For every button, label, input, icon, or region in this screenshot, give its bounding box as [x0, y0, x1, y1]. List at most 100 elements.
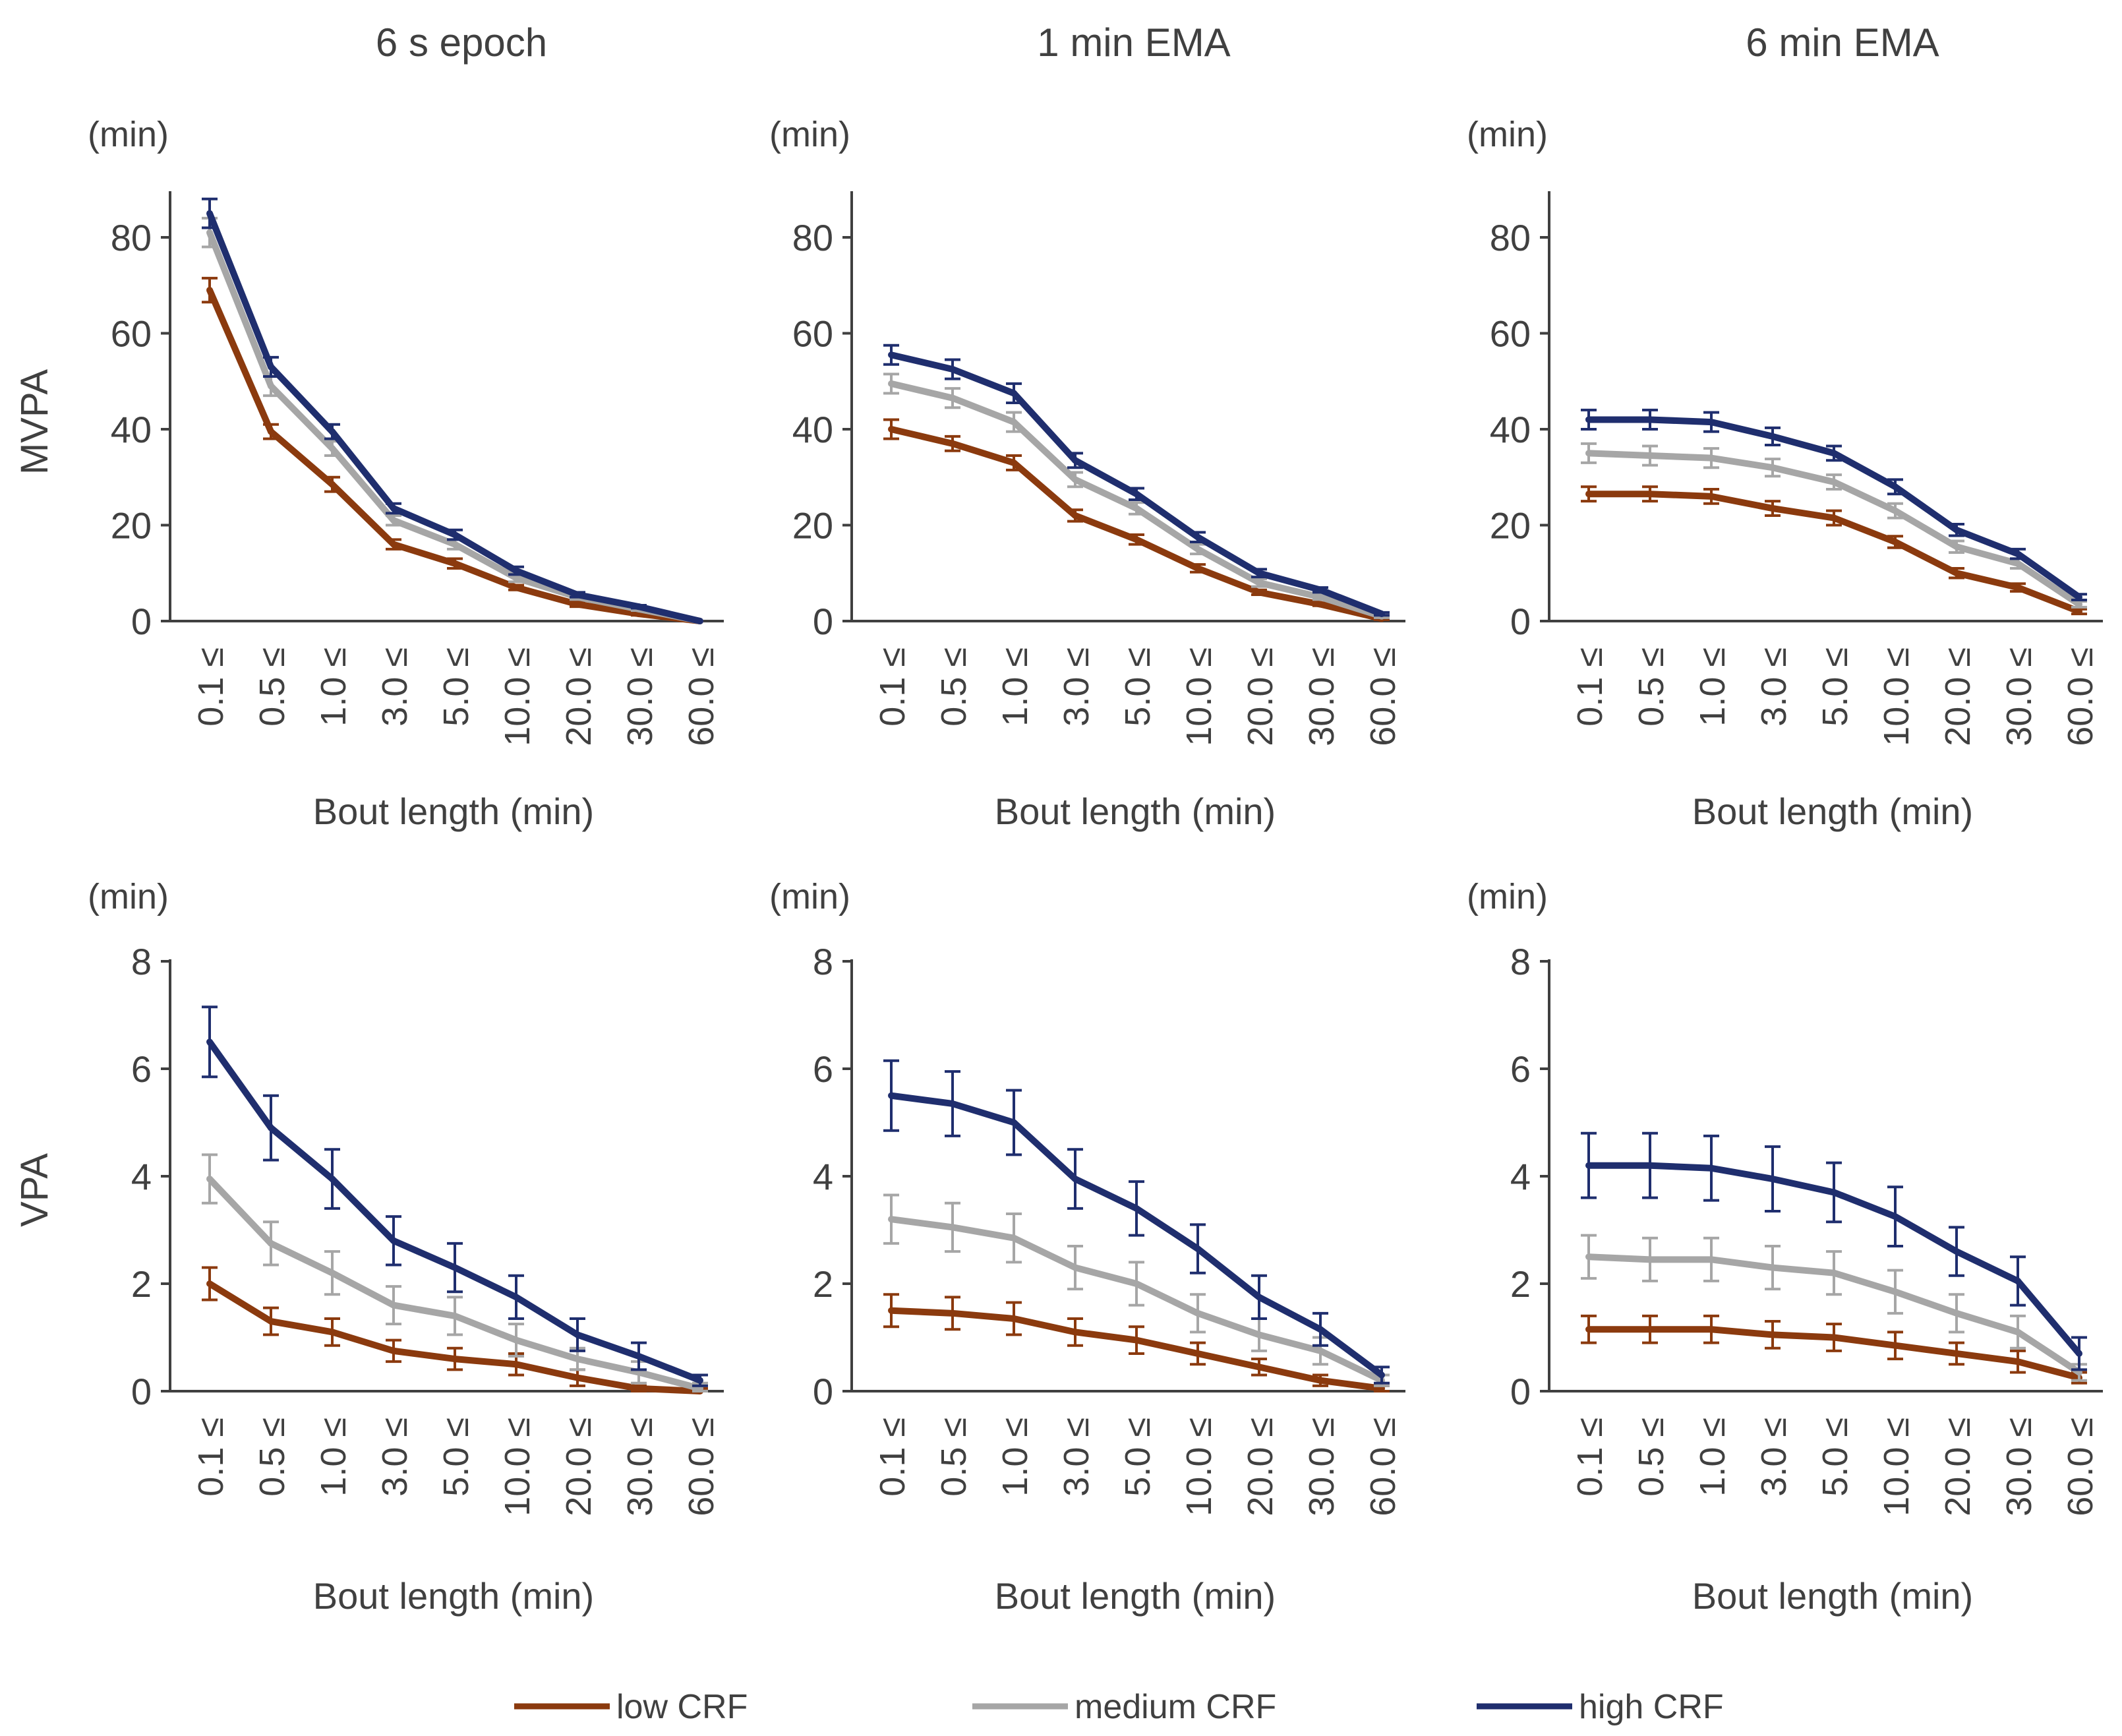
data-point [1953, 570, 1960, 577]
data-point [1769, 1331, 1776, 1338]
data-point [635, 1353, 642, 1360]
series-high [1581, 1131, 2087, 1371]
x-tick-label: 0.5 ≤ [934, 1418, 974, 1497]
x-tick-label: 60.0 ≤ [2061, 1418, 2100, 1516]
data-point [329, 1176, 336, 1183]
x-tick-label: 20.0 ≤ [1938, 647, 1978, 746]
y-tick-label: 80 [111, 217, 152, 258]
panel-mvpa-1: (min) 0 20 40 60 80 0.1 ≤ 0.5 ≤ 1.0 ≤ 3.0 ≤ 5.0 ≤ 1… [769, 115, 1405, 832]
data-point [1831, 1269, 1837, 1276]
column-title-6min-ema: 6 min EMA [1746, 20, 1939, 65]
data-point [1133, 491, 1140, 498]
data-point [1585, 1162, 1592, 1169]
x-axis-label: Bout length (min) [313, 791, 594, 832]
series-low [883, 418, 1390, 622]
data-point [513, 574, 519, 582]
y-tick-label: 40 [1490, 409, 1531, 450]
x-tick-label: 3.0 ≤ [1057, 1418, 1096, 1497]
data-point [1194, 564, 1201, 572]
x-tick-label: 3.0 ≤ [1754, 1418, 1794, 1497]
data-point [1317, 1326, 1324, 1333]
data-point [888, 426, 895, 433]
data-point [1831, 479, 1837, 486]
y-tick-label: 6 [813, 1048, 833, 1090]
data-point [513, 1336, 519, 1344]
x-tick-label: 10.0 ≤ [498, 647, 537, 746]
x-tick-label: 1.0 ≤ [314, 647, 353, 727]
data-point [268, 1240, 274, 1247]
y-tick-label: 0 [1510, 601, 1531, 642]
data-point [1133, 1336, 1140, 1344]
series-low [202, 276, 703, 624]
data-point [390, 1302, 397, 1309]
x-tick-label: 60.0 ≤ [2061, 647, 2100, 746]
y-tick-label: 20 [1490, 505, 1531, 547]
x-tick-label: 60.0 ≤ [682, 1418, 721, 1516]
series-line-high [890, 351, 1383, 617]
x-axis-label: Bout length (min) [995, 791, 1276, 832]
data-point [1708, 454, 1715, 462]
panel-vpa-1: (min) 0 2 4 6 8 0.1 ≤ 0.5 ≤ 1.0 ≤ 3.0 ≤ 5.0 ≤ 10.0 … [769, 877, 1405, 1617]
data-point [1194, 533, 1201, 541]
x-tick-label: 5.0 ≤ [1815, 1418, 1855, 1497]
x-tick-label: 5.0 ≤ [1118, 647, 1158, 727]
data-point [390, 541, 397, 548]
x-axis-label: Bout length (min) [995, 1575, 1276, 1617]
data-point [1647, 1326, 1653, 1333]
data-point [1011, 459, 1017, 466]
data-point [888, 351, 895, 359]
data-point [206, 1176, 213, 1183]
y-tick-label: 2 [1510, 1263, 1531, 1305]
x-tick-label: 30.0 ≤ [1999, 647, 2039, 746]
y-tick-label: 40 [111, 409, 152, 450]
y-tick-label: 0 [813, 601, 833, 642]
data-point [1378, 1371, 1385, 1379]
data-point [1133, 1280, 1140, 1287]
x-tick-label: 5.0 ≤ [1815, 647, 1855, 727]
y-tick-label: 80 [792, 217, 833, 258]
data-point [268, 363, 274, 371]
data-point [1194, 1309, 1201, 1317]
data-point [1892, 507, 1899, 514]
data-point [1378, 611, 1385, 618]
x-tick-label: 3.0 ≤ [375, 1418, 415, 1497]
data-point [1831, 1334, 1837, 1341]
panel-vpa-0: (min) 0 2 4 6 8 0.1 ≤ 0.5 ≤ 1.0 ≤ 3.0 ≤ 5.0 ≤ 10.0 … [88, 877, 724, 1617]
data-point [1708, 1256, 1715, 1263]
x-tick-label: 30.0 ≤ [620, 1418, 660, 1516]
data-point [390, 1237, 397, 1244]
data-point [329, 1269, 336, 1276]
data-point [513, 584, 519, 591]
data-point [2015, 560, 2021, 567]
y-tick-label: 2 [131, 1263, 152, 1305]
series-high [202, 1005, 708, 1387]
x-tick-label: 0.1 ≤ [1570, 1418, 1610, 1497]
x-tick-label: 0.1 ≤ [873, 1418, 912, 1497]
data-point [1769, 505, 1776, 512]
x-axis-label: Bout length (min) [1692, 1575, 1973, 1617]
x-tick-label: 10.0 ≤ [1877, 1418, 1916, 1516]
data-point [2015, 551, 2021, 558]
column-title-6s-epoch: 6 s epoch [376, 20, 547, 65]
series-high [883, 1059, 1390, 1385]
x-tick-label: 10.0 ≤ [1179, 647, 1219, 746]
x-tick-label: 1.0 ≤ [995, 647, 1035, 727]
data-point [452, 541, 458, 548]
x-tick-label: 3.0 ≤ [1754, 647, 1794, 727]
data-point [329, 445, 336, 452]
legend: low CRF medium CRF high CRF [514, 1688, 1724, 1726]
data-point [268, 428, 274, 435]
data-point [1256, 579, 1262, 586]
x-tick-label: 0.5 ≤ [252, 647, 292, 727]
y-tick-label: 0 [131, 1371, 152, 1412]
data-point [1585, 1253, 1592, 1261]
x-tick-label: 0.1 ≤ [1570, 647, 1610, 727]
data-point [452, 1264, 458, 1271]
data-point [1831, 514, 1837, 522]
panel-mvpa-2: (min) 0 20 40 60 80 0.1 ≤ 0.5 ≤ 1.0 ≤ 3.0 ≤ 5.0 ≤ 1… [1467, 115, 2103, 832]
data-point [949, 366, 956, 373]
data-point [1647, 1162, 1653, 1169]
series-high [883, 344, 1390, 618]
x-tick-label: 3.0 ≤ [375, 647, 415, 727]
data-point [452, 560, 458, 567]
